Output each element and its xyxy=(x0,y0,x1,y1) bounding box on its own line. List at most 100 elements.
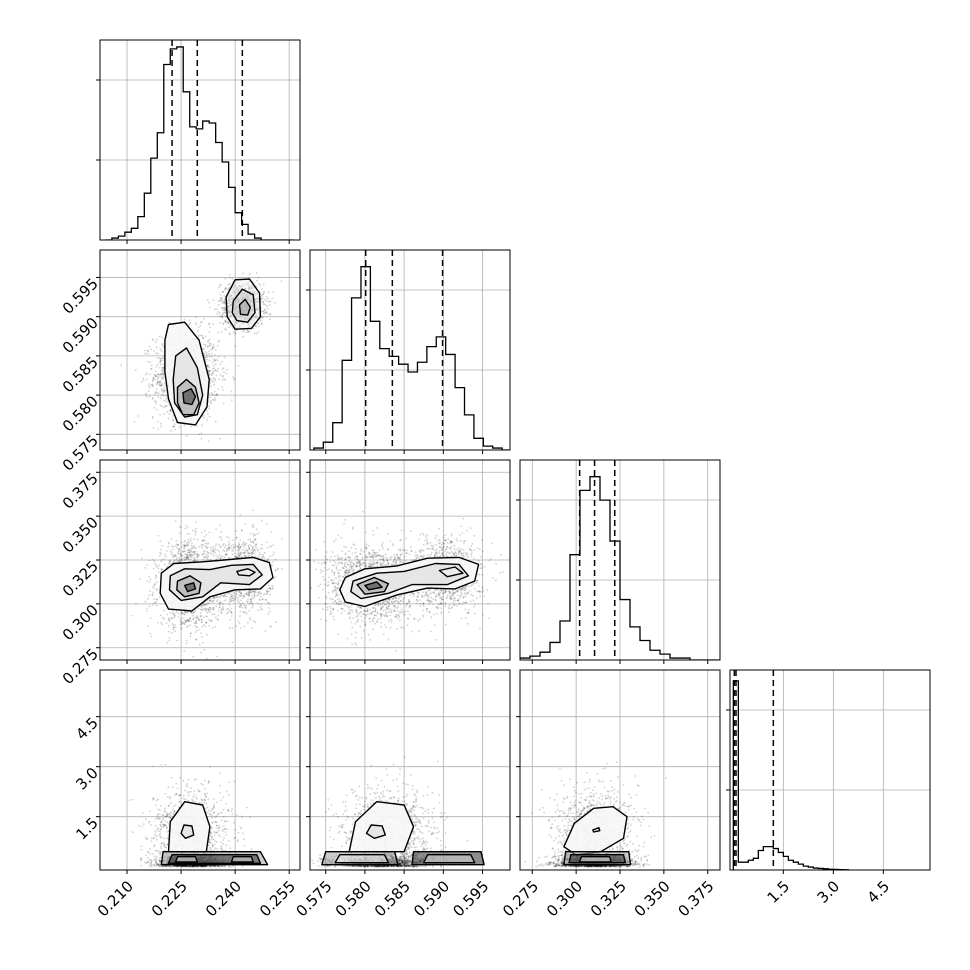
scatter-point xyxy=(185,524,188,527)
scatter-point xyxy=(218,607,220,609)
scatter-point xyxy=(239,539,242,542)
scatter-point xyxy=(214,545,217,547)
scatter-point xyxy=(254,551,257,553)
scatter-point xyxy=(196,617,198,620)
scatter-point xyxy=(274,576,277,579)
scatter-point xyxy=(210,549,213,551)
scatter-point xyxy=(262,283,265,286)
scatter-point xyxy=(184,619,187,622)
scatter-point xyxy=(248,273,251,276)
scatter-point xyxy=(224,309,226,312)
scatter-point xyxy=(207,341,209,343)
scatter-point xyxy=(144,353,147,355)
panel-frame xyxy=(99,249,301,451)
scatter-point xyxy=(253,539,256,541)
scatter-point xyxy=(162,357,165,360)
scatter-point xyxy=(242,595,245,597)
scatter-point xyxy=(255,591,257,593)
scatter-point xyxy=(169,612,172,614)
scatter-point xyxy=(223,371,225,373)
scatter-point xyxy=(223,301,226,304)
scatter-point xyxy=(184,621,187,624)
scatter-point xyxy=(230,597,233,599)
scatter-point xyxy=(177,553,180,555)
scatter-point xyxy=(224,315,227,317)
scatter-point xyxy=(251,524,254,527)
scatter-point xyxy=(246,329,249,332)
scatter-point xyxy=(156,598,159,601)
scatter-point xyxy=(258,551,261,554)
scatter-point xyxy=(193,560,196,562)
scatter-point xyxy=(156,621,159,624)
scatter-point xyxy=(196,554,199,557)
scatter-point xyxy=(162,370,165,373)
scatter-point xyxy=(168,321,171,324)
scatter-point xyxy=(206,409,209,412)
scatter-point xyxy=(155,352,158,355)
scatter-point xyxy=(209,620,212,623)
scatter-point xyxy=(177,544,179,547)
scatter-point xyxy=(221,368,224,371)
scatter-point xyxy=(222,607,225,610)
scatter-point xyxy=(151,416,154,418)
scatter-point xyxy=(153,598,156,600)
scatter-point xyxy=(153,349,156,352)
scatter-point xyxy=(194,610,197,613)
scatter-point xyxy=(206,353,208,356)
scatter-point xyxy=(244,611,247,614)
scatter-point xyxy=(256,548,259,551)
scatter-point xyxy=(255,594,258,597)
scatter-point xyxy=(189,553,192,556)
scatter-point xyxy=(221,386,224,388)
scatter-point xyxy=(186,541,189,543)
scatter-point xyxy=(170,408,172,411)
scatter-point xyxy=(244,544,247,546)
scatter-point xyxy=(220,536,223,539)
scatter-point xyxy=(169,559,172,562)
scatter-point xyxy=(175,554,177,557)
scatter-point xyxy=(168,559,171,562)
scatter-point xyxy=(206,608,209,611)
scatter-point xyxy=(208,599,211,602)
scatter-point xyxy=(195,323,198,326)
scatter-point xyxy=(160,384,162,387)
scatter-point xyxy=(192,545,195,548)
scatter-point xyxy=(205,657,208,660)
scatter-point xyxy=(269,300,272,303)
scatter-point xyxy=(166,411,169,413)
scatter-point xyxy=(158,357,161,359)
scatter-point xyxy=(152,567,155,570)
scatter-point xyxy=(215,358,217,361)
scatter-point xyxy=(149,617,152,619)
scatter-point xyxy=(201,619,203,621)
scatter-point xyxy=(178,549,181,552)
scatter-point xyxy=(223,288,226,291)
scatter-point xyxy=(255,272,258,274)
scatter-point xyxy=(137,415,140,417)
scatter-point xyxy=(162,391,165,393)
scatter-point xyxy=(237,546,240,548)
scatter-point xyxy=(260,295,263,298)
scatter-point xyxy=(185,557,188,559)
scatter-point xyxy=(255,546,257,549)
scatter-point xyxy=(174,428,177,431)
scatter-point xyxy=(148,576,151,578)
scatter-point xyxy=(270,545,273,548)
scatter-point xyxy=(155,341,157,344)
scatter-point xyxy=(219,298,222,301)
scatter-point xyxy=(230,547,233,549)
scatter-point xyxy=(214,616,217,619)
scatter-point xyxy=(172,610,174,612)
scatter-point xyxy=(167,619,170,622)
scatter-point xyxy=(263,290,265,293)
scatter-point xyxy=(250,627,253,629)
scatter-point xyxy=(223,302,226,304)
scatter-point xyxy=(203,539,206,542)
scatter-point xyxy=(221,302,224,305)
scatter-point xyxy=(179,532,182,535)
scatter-point xyxy=(181,622,183,625)
scatter-point xyxy=(206,611,209,614)
scatter-point xyxy=(145,392,148,395)
scatter-point xyxy=(211,399,214,401)
scatter-point xyxy=(237,599,239,602)
